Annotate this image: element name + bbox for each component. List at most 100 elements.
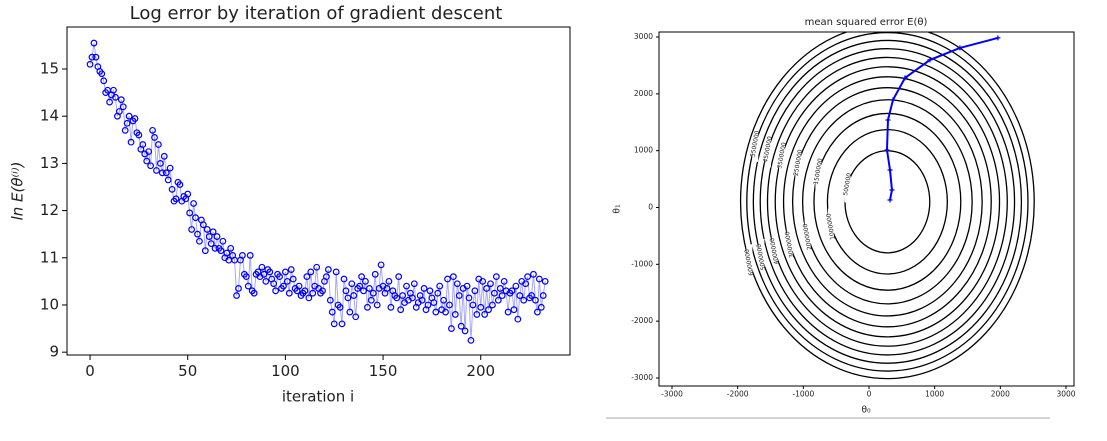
- point-marker: [276, 273, 283, 281]
- contour-label: 4500000: [762, 136, 774, 164]
- point-marker: [498, 292, 506, 299]
- point-marker: [364, 303, 371, 311]
- point-marker: [446, 301, 453, 309]
- point-marker: [112, 93, 119, 101]
- point-marker: [358, 273, 365, 281]
- y-tick-label: 0: [648, 202, 653, 211]
- y-tick-label: -2000: [631, 316, 653, 325]
- point-marker: [487, 280, 494, 288]
- point-marker: [332, 268, 340, 276]
- path-marker: [927, 57, 933, 63]
- point-marker: [338, 320, 346, 328]
- point-marker: [512, 282, 520, 290]
- contour-line: [813, 112, 962, 291]
- point-marker: [88, 53, 96, 61]
- point-marker: [469, 301, 477, 309]
- point-marker: [393, 294, 401, 302]
- point-marker: [98, 70, 106, 78]
- point-marker: [242, 273, 250, 281]
- path-marker: [884, 147, 890, 153]
- point-marker: [362, 277, 369, 285]
- x-axis-label: θ₀: [861, 406, 871, 416]
- point-marker: [485, 306, 492, 314]
- point-marker: [266, 268, 274, 276]
- point-marker: [92, 53, 100, 61]
- x-tick-label: 150: [369, 362, 398, 380]
- contour-line: [752, 39, 1023, 364]
- point-marker: [522, 280, 530, 288]
- point-marker: [342, 287, 350, 295]
- point-marker: [516, 292, 524, 299]
- point-marker: [520, 296, 528, 304]
- point-marker: [504, 308, 512, 316]
- point-marker: [246, 252, 254, 259]
- plot-frame: [658, 31, 1075, 387]
- point-marker: [213, 233, 221, 240]
- plot-frame: [66, 26, 571, 356]
- point-marker: [367, 296, 375, 304]
- point-marker: [205, 233, 213, 240]
- x-tick-label: -3000: [661, 390, 683, 399]
- contour-label-bg: [758, 239, 765, 276]
- y-tick-label: 12: [40, 201, 59, 219]
- point-marker: [408, 294, 416, 302]
- point-marker: [100, 77, 108, 85]
- x-tick-label: 50: [178, 362, 197, 380]
- x-tick-label: 100: [271, 362, 300, 380]
- contour-label-bg: [746, 244, 753, 281]
- point-marker: [190, 200, 197, 207]
- y-axis-label: θ₁: [613, 204, 623, 214]
- point-marker: [217, 247, 225, 255]
- contour-line: [782, 76, 992, 328]
- y-tick-label: 1000: [634, 146, 653, 155]
- contour-label-bg: [779, 137, 786, 174]
- contour-label: 1000000: [825, 213, 837, 241]
- point-marker: [451, 311, 459, 318]
- point-marker: [289, 275, 297, 283]
- point-marker: [90, 39, 98, 47]
- contour-label: 1500000: [813, 158, 825, 186]
- point-marker: [399, 292, 406, 299]
- point-marker: [313, 263, 321, 271]
- path-marker: [890, 97, 896, 103]
- point-marker: [432, 308, 440, 316]
- x-tick-label: -2000: [727, 390, 749, 399]
- point-marker: [262, 277, 270, 285]
- point-marker: [135, 131, 143, 139]
- point-marker: [131, 115, 139, 122]
- point-marker: [166, 164, 174, 172]
- x-tick-label: 200: [466, 362, 495, 380]
- point-marker: [383, 285, 391, 292]
- point-marker: [330, 320, 338, 328]
- point-marker: [346, 308, 354, 316]
- point-marker: [467, 336, 475, 344]
- path-marker: [885, 117, 891, 123]
- point-marker: [199, 221, 207, 229]
- path-marker: [887, 197, 893, 203]
- point-marker: [463, 282, 471, 290]
- point-marker: [479, 277, 487, 285]
- point-marker: [328, 308, 336, 316]
- point-marker: [121, 126, 129, 134]
- contour-label-bg: [844, 166, 851, 203]
- point-marker: [270, 280, 278, 288]
- point-marker: [356, 282, 364, 290]
- point-marker: [491, 289, 498, 297]
- point-marker: [227, 244, 235, 252]
- point-marker: [125, 112, 133, 120]
- point-marker: [110, 86, 117, 94]
- point-marker: [123, 119, 131, 127]
- point-marker: [301, 287, 309, 295]
- y-tick-label: -1000: [631, 259, 653, 268]
- point-marker: [436, 282, 444, 290]
- point-marker: [235, 285, 242, 292]
- point-marker: [143, 157, 151, 165]
- descent-path: [885, 36, 999, 201]
- point-marker: [340, 275, 348, 283]
- point-marker: [151, 134, 158, 141]
- path-marker: [957, 45, 963, 51]
- contour-label-bg: [828, 208, 835, 245]
- point-marker: [233, 292, 240, 299]
- point-marker: [192, 214, 199, 222]
